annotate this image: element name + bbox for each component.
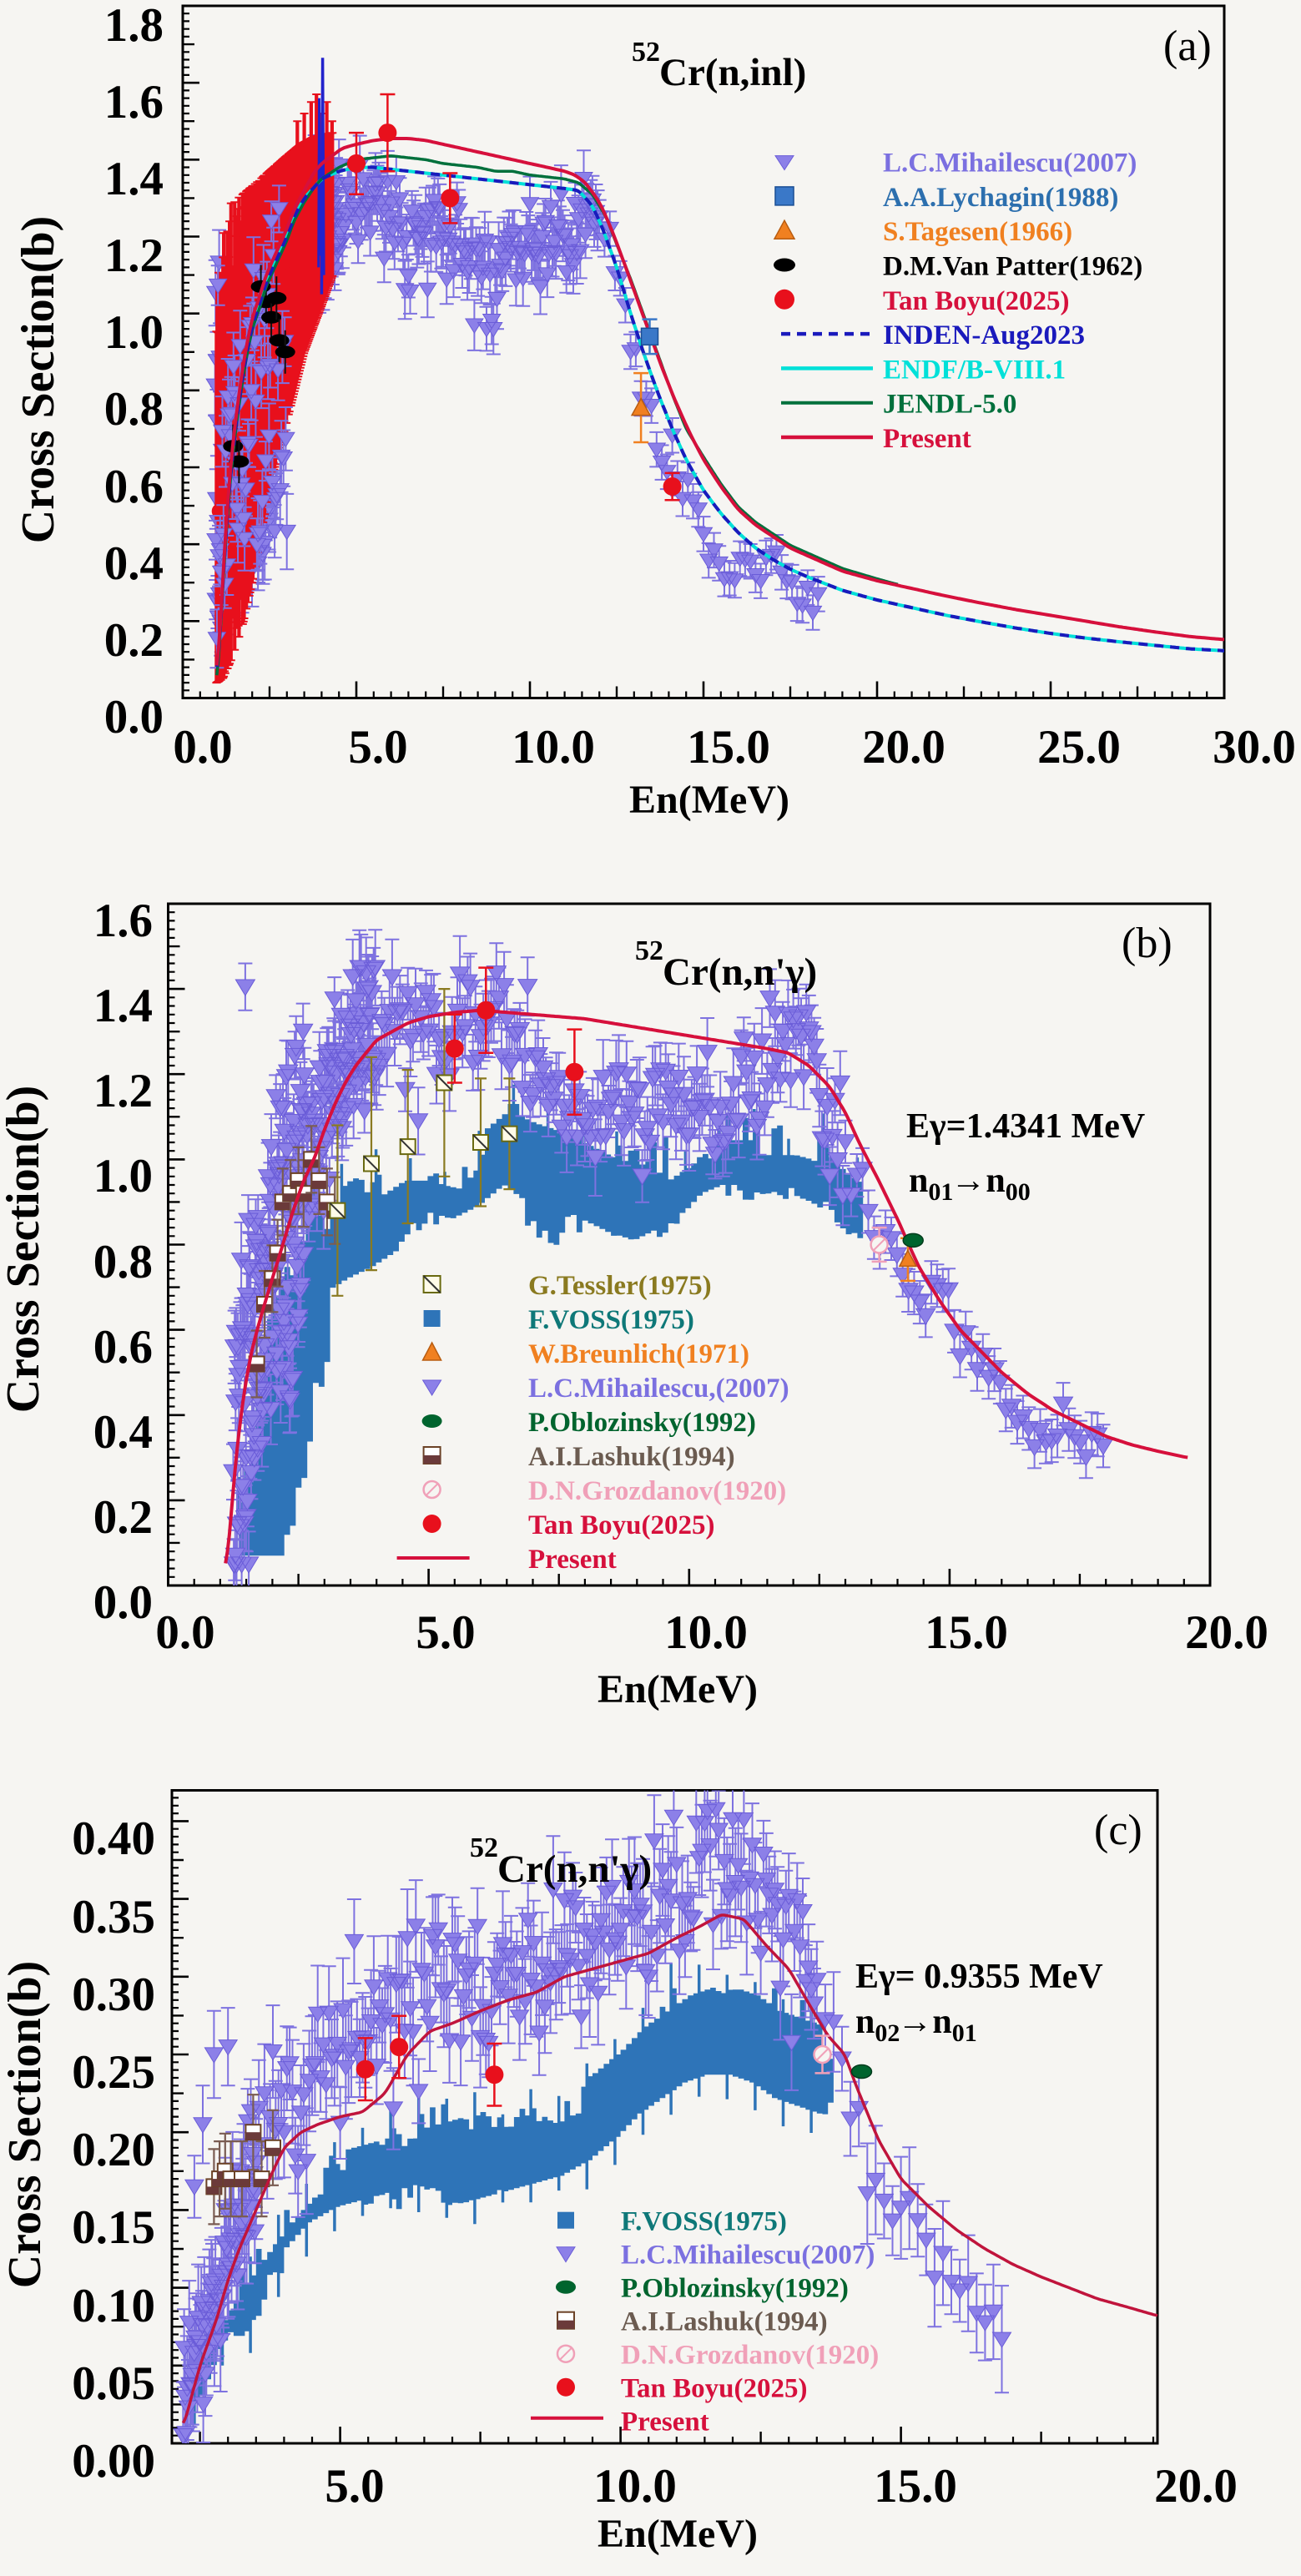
svg-text:Tan Boyu(2025): Tan Boyu(2025) <box>528 1510 714 1540</box>
svg-text:S.Tagesen(1966): S.Tagesen(1966) <box>883 217 1072 247</box>
svg-text:En(MeV): En(MeV) <box>629 778 789 822</box>
svg-text:G.Tessler(1975): G.Tessler(1975) <box>528 1271 712 1301</box>
svg-text:D.N.Grozdanov(1920): D.N.Grozdanov(1920) <box>621 2341 879 2371</box>
svg-text:W.Breunlich(1971): W.Breunlich(1971) <box>528 1339 749 1369</box>
svg-text:1.6: 1.6 <box>93 895 153 947</box>
svg-text:0.00: 0.00 <box>72 2435 155 2488</box>
svg-text:0.6: 0.6 <box>104 461 164 513</box>
svg-text:10.0: 10.0 <box>512 721 595 774</box>
svg-text:5.0: 5.0 <box>325 2460 384 2513</box>
svg-text:En(MeV): En(MeV) <box>598 1667 758 1711</box>
svg-text:0.20: 0.20 <box>72 2124 155 2176</box>
svg-text:INDEN-Aug2023: INDEN-Aug2023 <box>883 320 1085 350</box>
svg-text:Present: Present <box>528 1545 617 1575</box>
svg-text:Cross Section(b): Cross Section(b) <box>0 1086 49 1414</box>
svg-text:1.4: 1.4 <box>104 153 164 205</box>
svg-text:0.4: 0.4 <box>93 1406 153 1459</box>
svg-text:0.40: 0.40 <box>72 1812 155 1865</box>
svg-text:Eγ= 0.9355 MeV: Eγ= 0.9355 MeV <box>855 1958 1103 1996</box>
svg-text:(b): (b) <box>1122 920 1172 967</box>
svg-text:0.15: 0.15 <box>72 2201 155 2254</box>
svg-text:F.VOSS(1975): F.VOSS(1975) <box>621 2207 787 2237</box>
svg-text:(a): (a) <box>1163 23 1212 70</box>
svg-text:0.8: 0.8 <box>93 1236 153 1288</box>
svg-text:1.6: 1.6 <box>104 76 164 129</box>
svg-text:Cr(n,inl): Cr(n,inl) <box>659 51 806 94</box>
svg-text:1.2: 1.2 <box>93 1065 153 1117</box>
svg-text:JENDL-5.0: JENDL-5.0 <box>883 390 1016 420</box>
svg-text:Tan Boyu(2025): Tan Boyu(2025) <box>883 286 1069 316</box>
svg-text:ENDF/B-VIII.1: ENDF/B-VIII.1 <box>883 355 1066 385</box>
svg-text:A.I.Lashuk(1994): A.I.Lashuk(1994) <box>528 1442 735 1472</box>
svg-text:Present: Present <box>883 424 971 454</box>
svg-text:Cr(n,n'γ): Cr(n,n'γ) <box>663 950 817 994</box>
svg-text:20.0: 20.0 <box>862 721 945 774</box>
svg-text:0.8: 0.8 <box>104 383 164 436</box>
svg-text:(c): (c) <box>1094 1807 1142 1854</box>
svg-text:0.10: 0.10 <box>72 2280 155 2332</box>
svg-text:25.0: 25.0 <box>1037 721 1121 774</box>
svg-text:20.0: 20.0 <box>1185 1606 1268 1659</box>
svg-text:F.VOSS(1975): F.VOSS(1975) <box>528 1305 694 1335</box>
svg-text:L.C.Mihailescu(2007): L.C.Mihailescu(2007) <box>621 2241 875 2271</box>
svg-text:0.0: 0.0 <box>155 1606 214 1659</box>
svg-text:5.0: 5.0 <box>348 721 407 774</box>
svg-text:A.A.Lychagin(1988): A.A.Lychagin(1988) <box>883 183 1118 213</box>
svg-text:P.Oblozinsky(1992): P.Oblozinsky(1992) <box>621 2274 849 2304</box>
svg-text:1.0: 1.0 <box>93 1150 153 1202</box>
svg-text:A.I.Lashuk(1994): A.I.Lashuk(1994) <box>621 2307 828 2337</box>
svg-text:En(MeV): En(MeV) <box>598 2512 758 2556</box>
svg-text:Tan Boyu(2025): Tan Boyu(2025) <box>621 2374 807 2404</box>
svg-text:L.C.Mihailescu(2007): L.C.Mihailescu(2007) <box>883 149 1137 179</box>
svg-text:52: 52 <box>470 1832 498 1863</box>
svg-text:1.0: 1.0 <box>104 306 164 359</box>
svg-text:Present: Present <box>621 2407 709 2437</box>
svg-text:Eγ=1.4341 MeV: Eγ=1.4341 MeV <box>906 1107 1145 1146</box>
svg-text:10.0: 10.0 <box>664 1606 748 1659</box>
svg-text:D.N.Grozdanov(1920): D.N.Grozdanov(1920) <box>528 1476 786 1506</box>
svg-text:0.0: 0.0 <box>93 1576 153 1629</box>
svg-text:15.0: 15.0 <box>874 2460 957 2513</box>
svg-text:0.30: 0.30 <box>72 1969 155 2021</box>
svg-text:52: 52 <box>632 37 660 68</box>
svg-text:10.0: 10.0 <box>593 2460 677 2513</box>
svg-text:30.0: 30.0 <box>1213 721 1296 774</box>
svg-text:15.0: 15.0 <box>687 721 770 774</box>
svg-text:1.4: 1.4 <box>93 980 153 1032</box>
svg-text:Cross Section(b): Cross Section(b) <box>0 1961 51 2289</box>
svg-text:L.C.Mihailescu,(2007): L.C.Mihailescu,(2007) <box>528 1374 789 1404</box>
svg-text:1.2: 1.2 <box>104 229 164 282</box>
svg-text:0.2: 0.2 <box>104 614 164 667</box>
svg-text:20.0: 20.0 <box>1154 2460 1238 2513</box>
svg-text:D.M.Van Patter(1962): D.M.Van Patter(1962) <box>883 252 1142 282</box>
svg-text:0.0: 0.0 <box>173 721 232 774</box>
svg-text:0.6: 0.6 <box>93 1321 153 1374</box>
svg-text:52: 52 <box>635 935 663 966</box>
svg-text:Cross Section(b): Cross Section(b) <box>13 216 64 544</box>
svg-text:1.8: 1.8 <box>104 0 164 52</box>
svg-text:Cr(n,n'γ): Cr(n,n'γ) <box>497 1848 652 1891</box>
svg-text:15.0: 15.0 <box>925 1606 1008 1659</box>
svg-text:0.2: 0.2 <box>93 1491 153 1544</box>
svg-text:0.0: 0.0 <box>104 691 164 744</box>
svg-text:0.4: 0.4 <box>104 537 164 590</box>
svg-text:P.Oblozinsky(1992): P.Oblozinsky(1992) <box>528 1408 756 1438</box>
svg-text:5.0: 5.0 <box>416 1606 475 1659</box>
svg-text:0.05: 0.05 <box>72 2357 155 2410</box>
svg-text:0.25: 0.25 <box>72 2046 155 2099</box>
svg-text:0.35: 0.35 <box>72 1891 155 1943</box>
